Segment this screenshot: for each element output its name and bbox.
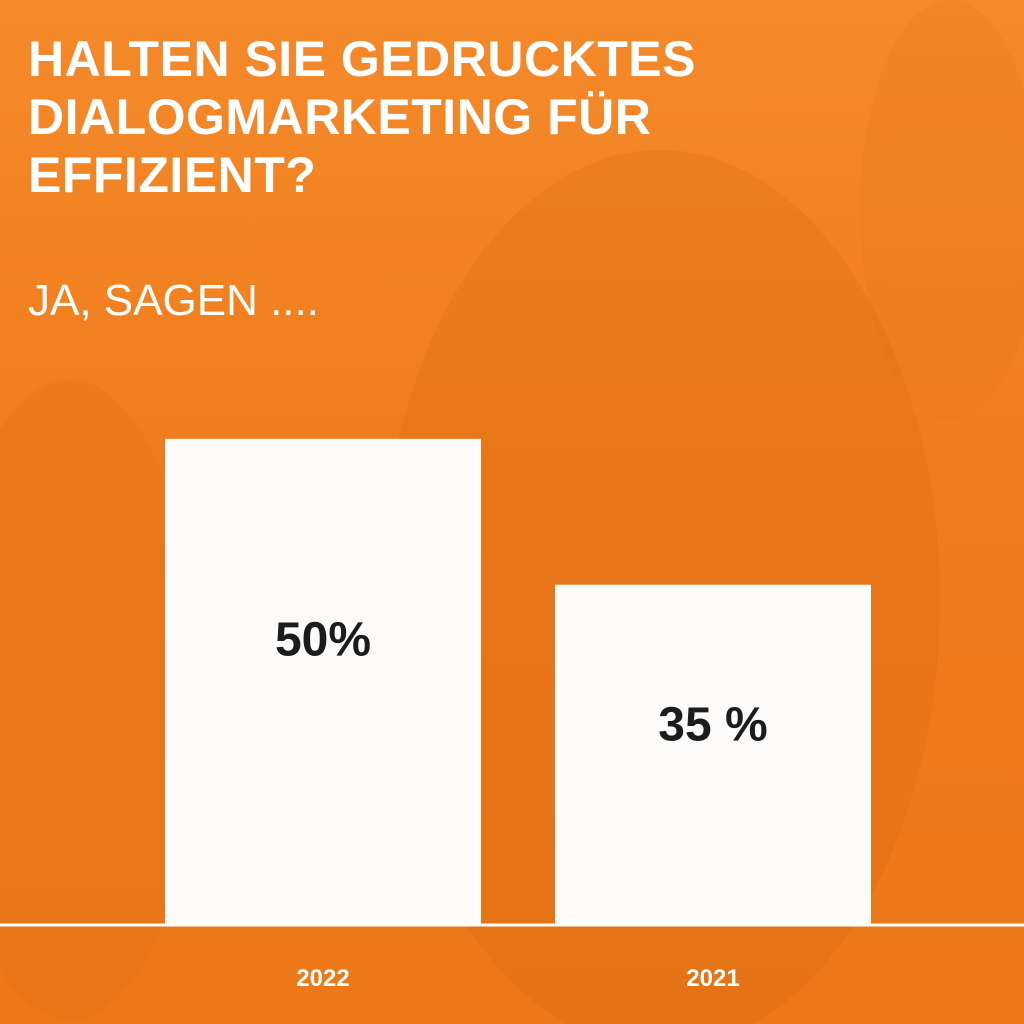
bar-2021 — [555, 584, 871, 925]
bars-group: 50% 35 % — [165, 438, 871, 925]
chart-subtitle: JA, SAGEN .... — [28, 276, 319, 325]
chart-title: HALTEN SIE GEDRUCKTES DIALOGMARKETING FÜ… — [28, 31, 696, 203]
x-axis-labels: 2022 2021 — [296, 965, 739, 992]
bar-2022 — [165, 438, 481, 925]
x-tick-label-2022: 2022 — [296, 965, 349, 992]
x-tick-label-2021: 2021 — [686, 965, 739, 992]
bar-value-label-2022: 50% — [275, 614, 371, 667]
background-arm-shape — [860, 0, 1024, 420]
bar-value-label-2021: 35 % — [658, 698, 767, 751]
